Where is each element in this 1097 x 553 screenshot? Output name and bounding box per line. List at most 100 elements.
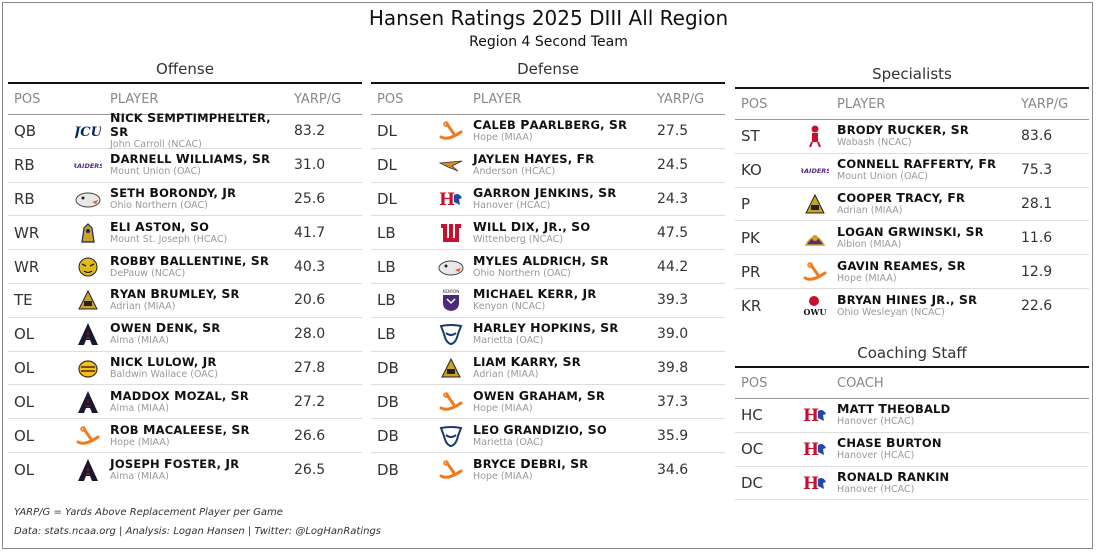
position-cell: RB [14, 189, 35, 208]
player-name: WILL DIX, JR., SO [473, 218, 591, 234]
yarp-value: 39.3 [657, 292, 689, 309]
table-row: TE RYAN BRUMLEY, SR Adrian (MIAA) 20.6 [8, 284, 362, 318]
yarp-value: 11.6 [1021, 229, 1053, 246]
player-name: BRYCE DEBRI, SR [473, 455, 589, 471]
owu-logo: OWU [793, 294, 837, 318]
table-row: HC H MATT THEOBALD Hanover (HCAC) [735, 399, 1089, 433]
player-header: COACH [837, 375, 884, 391]
player-cell: JOSEPH FOSTER, JR Alma (MIAA) [110, 457, 290, 483]
tiger-logo [66, 256, 110, 278]
player-cell: GARRON JENKINS, SR Hanover (HCAC) [473, 186, 653, 212]
player-school: Ohio Wesleyan (NCAC) [837, 306, 945, 318]
raven-logo [429, 155, 473, 175]
player-school: Mount St. Joseph (HCAC) [110, 233, 228, 245]
player-school: Marietta (OAC) [473, 436, 544, 448]
alma-a-logo [66, 322, 110, 346]
alma-a-logo [66, 390, 110, 414]
position-cell: WR [14, 223, 40, 242]
position-cell: OL [14, 325, 35, 344]
player-name: ELI ASTON, SO [110, 218, 210, 234]
hanover-h-logo: H [429, 189, 473, 209]
yarp-value: 44.2 [657, 258, 689, 275]
pos-header: POS [741, 96, 768, 112]
yarp-value: 37.3 [657, 393, 689, 410]
yarp-value: 24.5 [657, 157, 689, 174]
yarp-value: 40.3 [294, 258, 326, 275]
yarp-value: 25.6 [294, 190, 326, 207]
player-school: DePauw (NCAC) [110, 267, 186, 279]
pos-header: POS [377, 91, 404, 107]
position-cell: OL [14, 358, 35, 377]
player-name: MICHAEL KERR, JR [473, 286, 597, 302]
player-school: Wabash (NCAC) [837, 137, 912, 149]
yarp-value: 83.2 [294, 123, 326, 140]
footer-credits: Data: stats.ncaa.org | Analysis: Logan H… [14, 526, 382, 537]
player-cell: BRYCE DEBRI, SR Hope (MIAA) [473, 457, 653, 483]
polar-bear-logo [429, 257, 473, 277]
table-row: DC H RONALD RANKIN Hanover (HCAC) [735, 467, 1089, 501]
table-row: KO RAIDERS CONNELL RAFFERTY, FR Mount Un… [735, 154, 1089, 188]
player-name: MADDOX MOZAL, SR [110, 387, 249, 403]
offense-table-header: POS PLAYER YARP/G [8, 82, 362, 115]
player-cell: BRYAN HINES JR., SR Ohio Wesleyan (NCAC) [837, 293, 1017, 319]
player-cell: DARNELL WILLIAMS, SR Mount Union (OAC) [110, 152, 290, 178]
player-school: Hanover (HCAC) [473, 199, 551, 211]
svg-text:KENYON: KENYON [443, 289, 460, 294]
yarp-value: 24.3 [657, 190, 689, 207]
svg-text:RAIDERS: RAIDERS [801, 167, 829, 175]
table-row: DB LEO GRANDIZIO, SO Marietta (OAC) 35.9 [371, 419, 725, 453]
player-name: RONALD RANKIN [837, 468, 950, 484]
player-school: Anderson (HCAC) [473, 166, 556, 178]
pos-header: POS [741, 375, 768, 391]
yarp-value: 28.1 [1021, 195, 1053, 212]
table-row: DB LIAM KARRY, SR Adrian (MIAA) 39.8 [371, 352, 725, 386]
player-name: ROB MACALEESE, SR [110, 421, 250, 437]
player-school: Hanover (HCAC) [837, 483, 915, 495]
player-school: Wittenberg (NCAC) [473, 233, 563, 245]
specialists-title: Specialists [872, 65, 952, 83]
player-name: CALEB PAARLBERG, SR [473, 117, 628, 133]
player-school: Adrian (MIAA) [473, 368, 539, 380]
bulldog-logo [429, 357, 473, 379]
yarp-value: 41.7 [294, 224, 326, 241]
pioneer-logo [429, 425, 473, 447]
player-name: OWEN DENK, SR [110, 320, 221, 336]
svg-text:H: H [803, 474, 819, 493]
player-cell: BRODY RUCKER, SR Wabash (NCAC) [837, 123, 1017, 149]
hanover-h-logo: H [793, 473, 837, 493]
svg-text:H: H [803, 406, 819, 425]
yarp-value: 39.8 [657, 359, 689, 376]
position-cell: LB [377, 325, 396, 344]
player-name: NICK LULOW, JR [110, 353, 217, 369]
position-cell: OL [14, 426, 35, 445]
bulldog-logo [66, 289, 110, 311]
player-header: PLAYER [837, 96, 886, 112]
table-row: LB MYLES ALDRICH, SR Ohio Northern (OAC)… [371, 250, 725, 284]
player-name: LOGAN GRWINSKI, SR [837, 223, 984, 239]
player-school: Ohio Northern (OAC) [110, 199, 208, 211]
position-cell: KO [741, 161, 762, 180]
player-cell: MICHAEL KERR, JR Kenyon (NCAC) [473, 287, 653, 313]
hope-anchor-logo [66, 425, 110, 447]
svg-text:H: H [439, 190, 455, 209]
table-row: RB RAIDERS DARNELL WILLIAMS, SR Mount Un… [8, 149, 362, 183]
hanover-h-logo: H [793, 439, 837, 459]
position-cell: LB [377, 223, 396, 242]
table-row: OL NICK LULOW, JR Baldwin Wallace (OAC) … [8, 352, 362, 386]
player-cell: CALEB PAARLBERG, SR Hope (MIAA) [473, 118, 653, 144]
player-cell: HARLEY HOPKINS, SR Marietta (OAC) [473, 321, 653, 347]
player-cell: SETH BORONDY, JR Ohio Northern (OAC) [110, 186, 290, 212]
position-cell: DB [377, 358, 399, 377]
footer-note: YARP/G = Yards Above Replacement Player … [14, 507, 283, 518]
player-cell: CHASE BURTON Hanover (HCAC) [837, 436, 1089, 462]
position-cell: OL [14, 460, 35, 479]
table-row: DL JAYLEN HAYES, FR Anderson (HCAC) 24.5 [371, 149, 725, 183]
yarp-value: 31.0 [294, 157, 326, 174]
kenyon-logo: KENYON [429, 288, 473, 312]
player-name: MYLES ALDRICH, SR [473, 252, 609, 268]
player-name: LEO GRANDIZIO, SO [473, 421, 607, 437]
position-cell: PK [741, 228, 760, 247]
albion-logo [793, 227, 837, 249]
table-row: DB BRYCE DEBRI, SR Hope (MIAA) 34.6 [371, 453, 725, 487]
coaching-table-header: POS COACH [735, 366, 1089, 399]
